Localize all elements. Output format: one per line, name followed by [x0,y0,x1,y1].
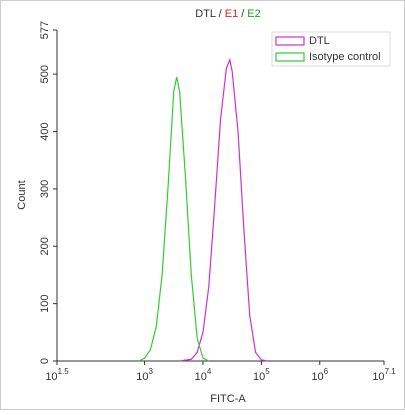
x-tick-exponent: 6 [324,367,329,376]
y-tick-label: 0 [39,358,51,364]
x-tick-base: 10 [311,371,323,383]
chart-title: DTL / E1/E2 [195,8,261,20]
y-tick-label: 300 [39,180,51,198]
y-tick-label: 577 [39,21,51,39]
legend-swatch [275,36,305,46]
y-tick-label: 500 [39,65,51,83]
title-part: E1 [225,8,238,20]
title-part: E2 [247,8,260,20]
x-tick-label: 107.1 [372,367,396,383]
legend-label: Isotype control [309,51,381,63]
y-tick-label: 400 [39,122,51,140]
x-tick-label: 104 [195,367,212,383]
x-tick-label: 106 [311,367,328,383]
x-tick-label: 105 [253,367,270,383]
y-axis-label: Count [16,180,28,209]
title-part: / [241,8,245,20]
x-axis-label: FITC-A [210,393,246,405]
y-tick-label: 100 [39,294,51,312]
x-tick-base: 10 [45,371,57,383]
x-tick-base: 10 [136,371,148,383]
x-tick-label: 103 [136,367,153,383]
x-tick-exponent: 7.1 [385,367,397,376]
x-tick-label: 101.5 [45,367,69,383]
series-line [138,76,210,362]
x-tick-base: 10 [195,371,207,383]
x-tick-exponent: 5 [265,367,270,376]
x-tick-exponent: 4 [207,367,212,376]
x-tick-exponent: 3 [148,367,153,376]
legend-label: DTL [309,35,330,47]
series-line [179,57,268,362]
y-tick-label: 200 [39,237,51,255]
legend-swatch [275,52,305,62]
x-tick-base: 10 [253,371,265,383]
x-tick-exponent: 1.5 [58,367,70,376]
title-part: DTL / [195,8,222,20]
x-tick-base: 10 [372,371,384,383]
legend-box [271,31,391,67]
